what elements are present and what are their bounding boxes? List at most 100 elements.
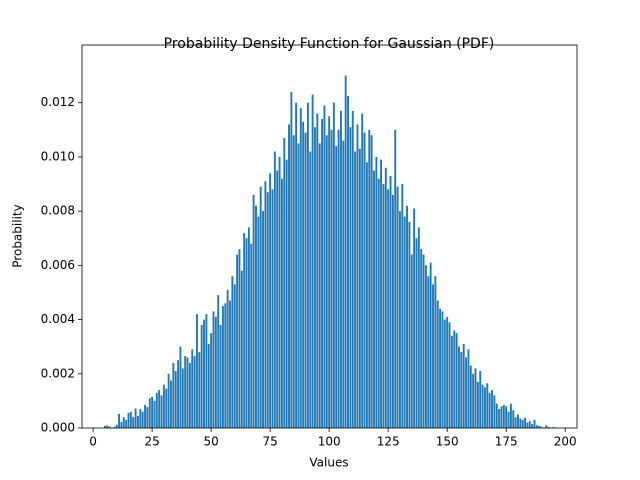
bar xyxy=(172,362,175,428)
bar xyxy=(413,208,416,428)
bar xyxy=(174,371,177,428)
bar xyxy=(436,300,439,428)
bar xyxy=(214,316,217,428)
bar xyxy=(458,346,460,428)
x-tick-label: 25 xyxy=(144,435,159,449)
bar xyxy=(122,417,125,428)
bar xyxy=(283,137,286,429)
bar xyxy=(233,284,236,428)
x-tick-label: 150 xyxy=(436,435,459,449)
x-tick-label: 200 xyxy=(554,435,577,449)
bar xyxy=(200,324,203,428)
bar xyxy=(245,238,248,428)
bar xyxy=(547,426,550,428)
bar xyxy=(238,249,241,428)
bar xyxy=(219,324,222,428)
bar xyxy=(259,186,262,428)
bar xyxy=(146,406,149,428)
bar xyxy=(132,417,135,428)
bar xyxy=(399,211,401,428)
bar xyxy=(384,167,387,428)
bar xyxy=(285,159,288,428)
bar xyxy=(354,151,357,428)
plot-frame xyxy=(81,44,578,429)
x-tick-label: 175 xyxy=(495,435,518,449)
bar xyxy=(160,395,163,428)
bar xyxy=(453,330,456,428)
bar xyxy=(141,411,144,428)
bar xyxy=(181,368,184,428)
bar xyxy=(191,349,194,428)
bar xyxy=(509,403,512,428)
bar xyxy=(528,421,531,428)
chart-title: Probability Density Function for Gaussia… xyxy=(164,36,495,52)
bar xyxy=(505,406,508,428)
bar xyxy=(325,135,328,428)
bar xyxy=(321,118,324,429)
bar xyxy=(467,349,470,428)
y-axis-label: Probability xyxy=(11,204,25,267)
bar xyxy=(252,194,255,428)
bar xyxy=(377,178,380,428)
bar xyxy=(415,238,418,428)
bar xyxy=(424,265,427,428)
bar xyxy=(264,181,267,428)
y-tick-label: 0.002 xyxy=(41,366,75,380)
bar xyxy=(167,373,170,428)
bar xyxy=(108,426,111,428)
bar xyxy=(103,425,106,428)
bar xyxy=(460,352,463,428)
bar xyxy=(155,392,158,428)
bar xyxy=(481,384,484,428)
bar xyxy=(533,419,536,428)
bar xyxy=(316,113,319,429)
bar xyxy=(221,306,224,428)
y-tick-label: 0.012 xyxy=(41,95,75,109)
bar xyxy=(443,319,446,428)
bar xyxy=(304,132,307,428)
bar xyxy=(250,243,253,428)
bar xyxy=(262,211,264,428)
bar xyxy=(446,316,449,428)
y-tick-label: 0.010 xyxy=(41,149,75,163)
bar xyxy=(240,270,243,428)
bar xyxy=(417,227,420,428)
bar xyxy=(205,314,208,428)
bar xyxy=(432,284,434,428)
bar xyxy=(375,156,378,429)
bar xyxy=(115,424,118,428)
bar xyxy=(340,110,342,428)
bar xyxy=(113,426,116,428)
bar xyxy=(488,392,491,428)
bar xyxy=(278,156,281,429)
bar xyxy=(344,75,347,429)
bar xyxy=(198,352,201,428)
bar xyxy=(144,404,146,428)
bar xyxy=(236,254,239,428)
bar xyxy=(422,254,425,428)
bar xyxy=(297,143,300,429)
bar xyxy=(106,425,109,428)
bar xyxy=(500,406,503,428)
bar xyxy=(292,135,295,428)
bar xyxy=(441,311,444,428)
bar xyxy=(512,410,515,428)
bar xyxy=(280,178,283,428)
bar xyxy=(224,303,227,428)
x-tick-label: 50 xyxy=(203,435,218,449)
bar xyxy=(337,129,340,428)
bar xyxy=(328,116,331,429)
bar xyxy=(207,343,210,428)
bar xyxy=(486,383,489,428)
bar xyxy=(177,360,180,428)
bar xyxy=(153,400,156,428)
bar xyxy=(229,300,231,428)
bar xyxy=(420,249,423,428)
bar xyxy=(382,184,385,428)
bar xyxy=(540,426,543,428)
bar xyxy=(184,356,187,428)
bar xyxy=(302,121,305,428)
bar xyxy=(306,102,309,428)
bar xyxy=(448,322,451,428)
